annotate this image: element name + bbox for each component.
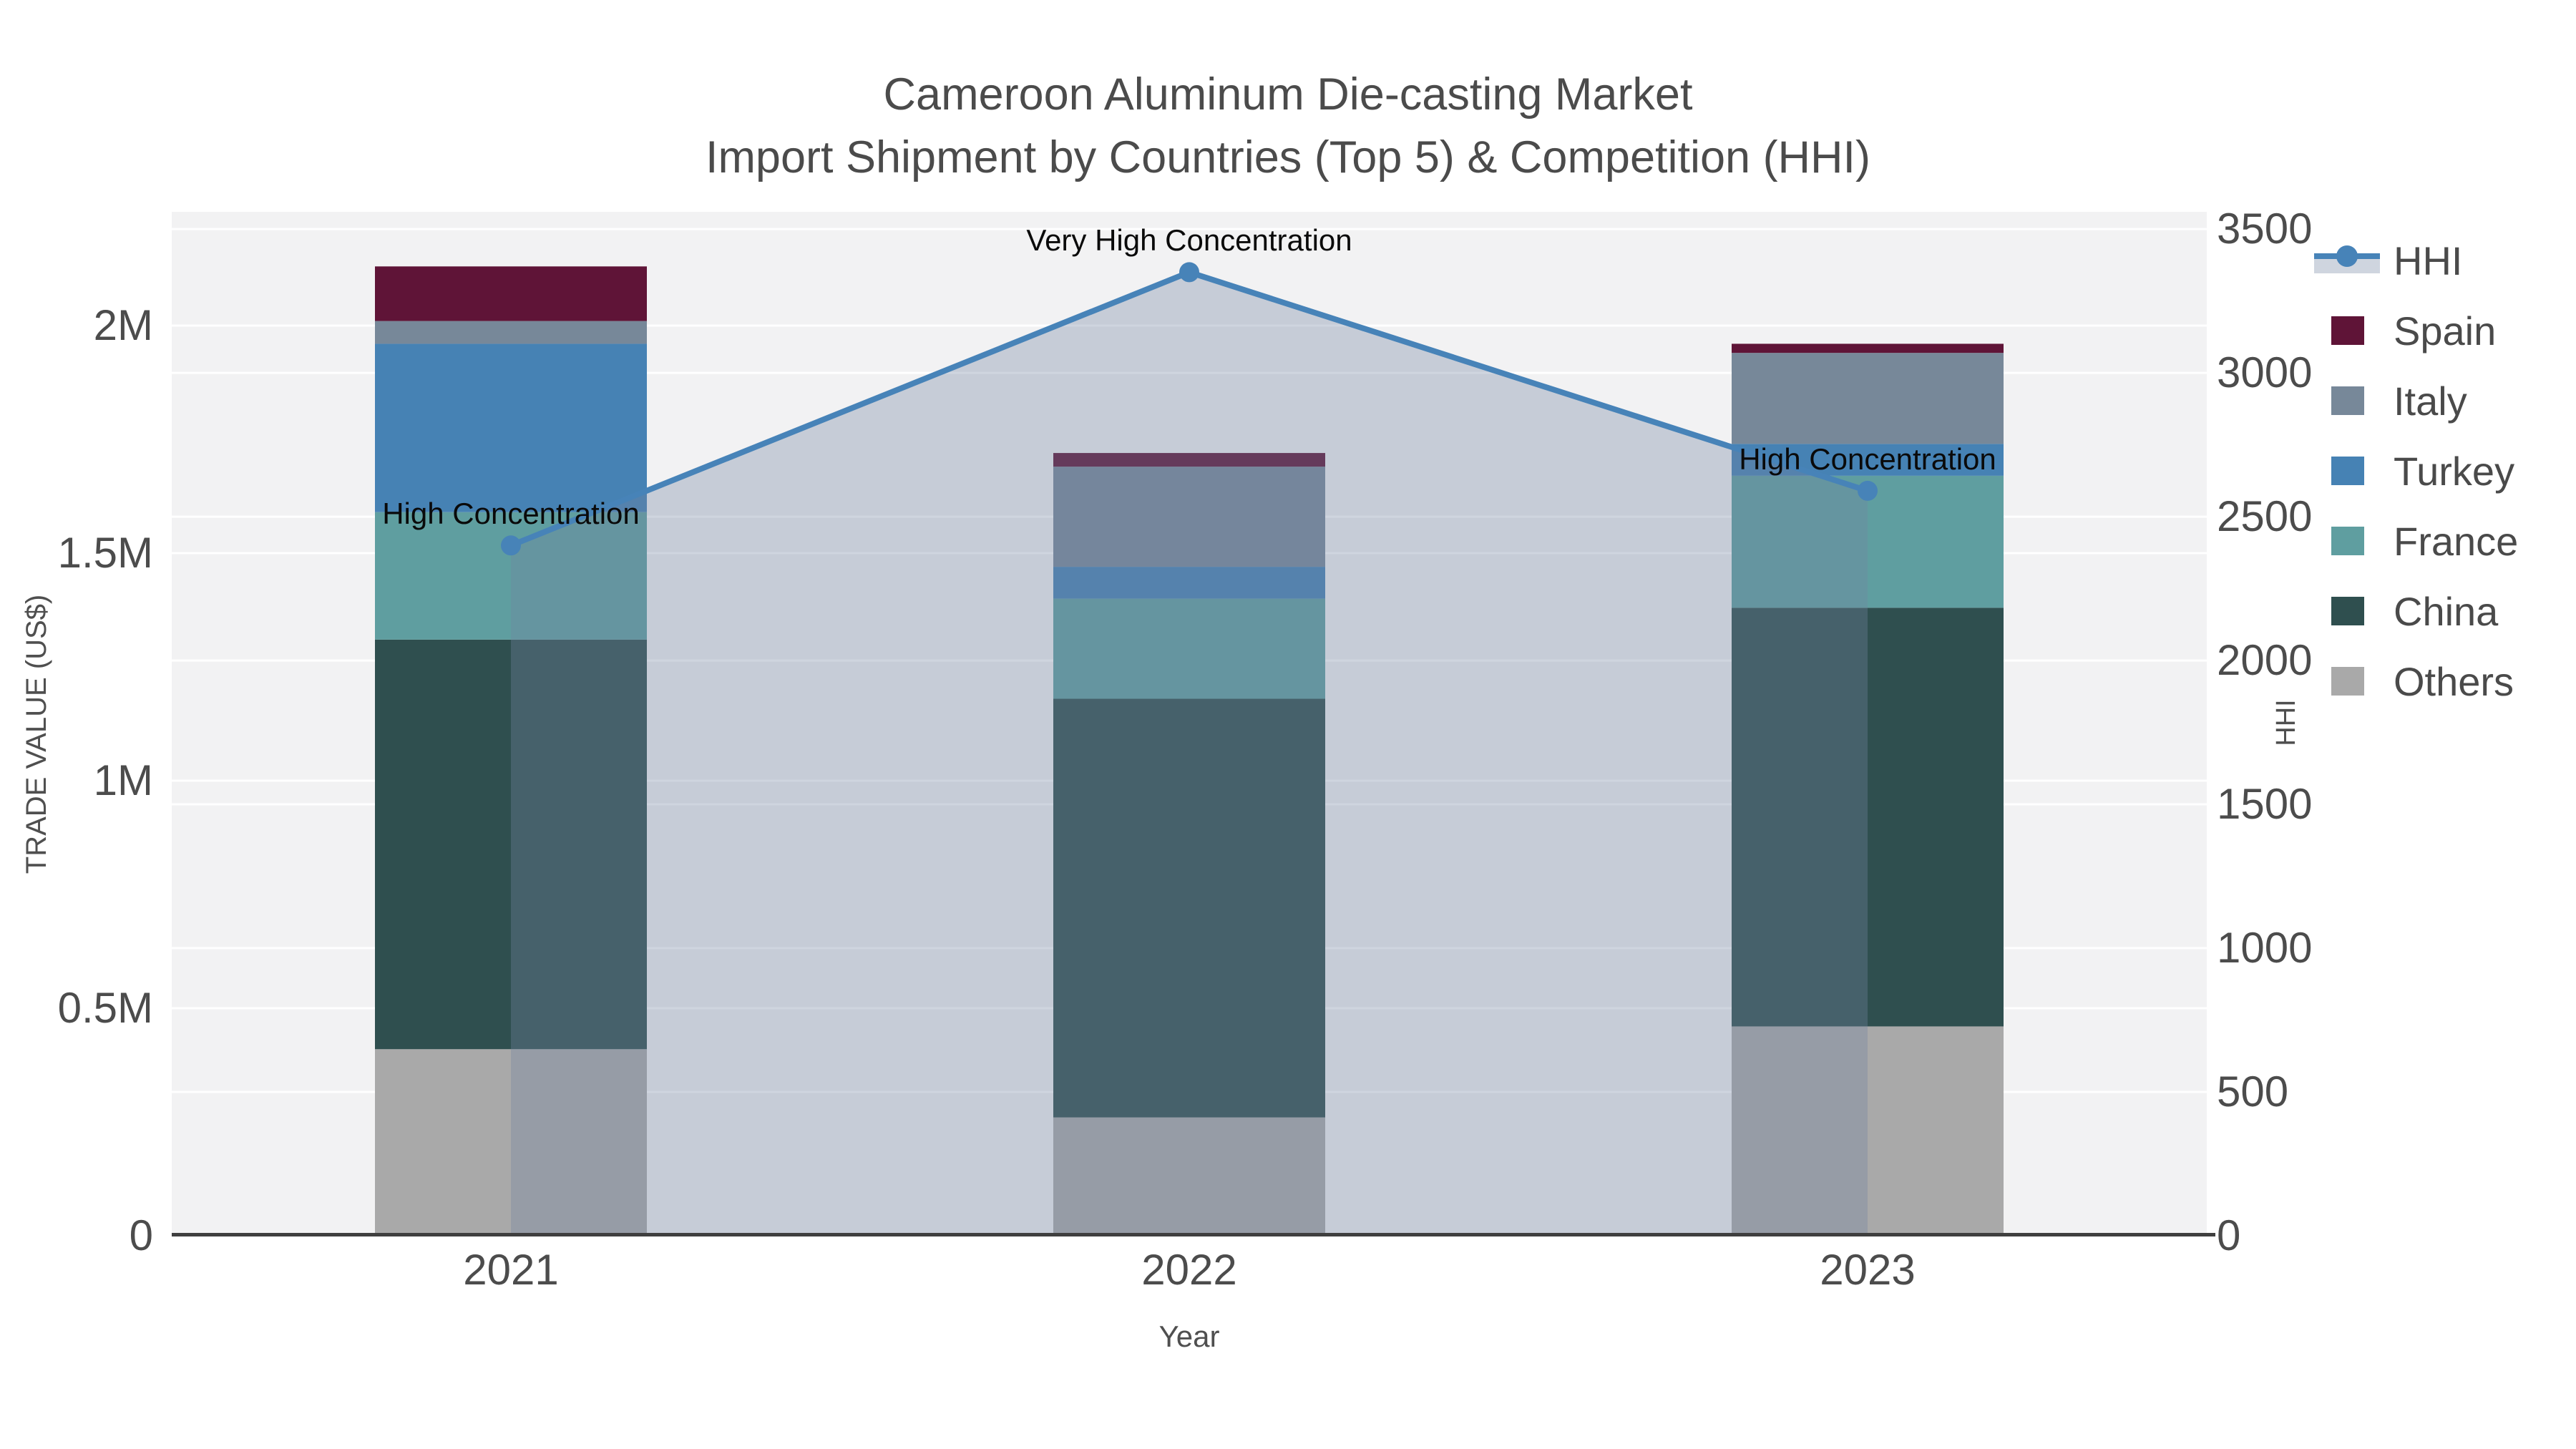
china-swatch-icon [2331, 597, 2364, 625]
italy-swatch-icon [2331, 386, 2364, 415]
bar-segment-italy-2023[interactable] [1732, 353, 2004, 444]
bar-segment-france-2021[interactable] [375, 512, 647, 640]
bar-segment-spain-2022[interactable] [1053, 453, 1325, 467]
legend-label-turkey: Turkey [2394, 448, 2515, 494]
legend-label-hhi: HHI [2394, 238, 2463, 283]
bar-segment-france-2022[interactable] [1053, 598, 1325, 699]
legend-item-italy[interactable]: Italy [2314, 366, 2576, 436]
bar-segment-spain-2023[interactable] [1732, 343, 2004, 353]
left-axis-tick-0: 0 [129, 1211, 153, 1259]
bar-segment-china-2023[interactable] [1732, 608, 2004, 1027]
others-swatch-icon [2331, 667, 2364, 696]
france-swatch-icon [2331, 527, 2364, 555]
bar-segment-italy-2021[interactable] [375, 321, 647, 344]
right-axis-tick-2500: 2500 [2217, 492, 2313, 541]
chart-title: Cameroon Aluminum Die-casting Market Imp… [0, 63, 2576, 189]
hhi-area-fill [511, 272, 1868, 1236]
bar-segment-china-2021[interactable] [375, 639, 647, 1050]
right-axis-tick-0: 0 [2217, 1211, 2241, 1259]
bar-segment-turkey-2021[interactable] [375, 343, 647, 512]
legend-item-china[interactable]: China [2314, 576, 2576, 646]
bar-segment-others-2023[interactable] [1732, 1026, 2004, 1236]
bar-segment-others-2021[interactable] [375, 1049, 647, 1236]
legend-label-italy: Italy [2394, 378, 2467, 424]
left-axis-title: TRADE VALUE (US$) [21, 594, 52, 874]
legend-item-others[interactable]: Others [2314, 646, 2576, 716]
x-axis-tick-2022: 2022 [1141, 1246, 1237, 1294]
right-axis-tick-3500: 3500 [2217, 205, 2313, 253]
right-axis-title: HHI [2271, 699, 2301, 746]
left-axis-tick-1.5M: 1.5M [57, 529, 153, 577]
bar-segment-china-2022[interactable] [1053, 698, 1325, 1118]
hhi-line-swatch-icon [2314, 243, 2380, 278]
bar-segment-others-2022[interactable] [1053, 1117, 1325, 1236]
left-axis-tick-0.5M: 0.5M [57, 984, 153, 1032]
right-axis-tick-2000: 2000 [2217, 636, 2313, 685]
legend: HHI Spain Italy Turkey France China Othe… [2314, 225, 2576, 716]
chart-title-line2: Import Shipment by Countries (Top 5) & C… [705, 132, 1871, 182]
legend-label-spain: Spain [2394, 308, 2497, 353]
right-axis-tick-3000: 3000 [2217, 348, 2313, 397]
legend-label-china: China [2394, 588, 2499, 634]
legend-item-france[interactable]: France [2314, 506, 2576, 576]
x-axis-title: Year [1158, 1319, 1220, 1353]
right-axis-tick-1500: 1500 [2217, 780, 2313, 829]
legend-label-others: Others [2394, 658, 2514, 704]
annotation-1: Very High Concentration [1026, 223, 1352, 258]
hhi-marker-swatch [2336, 245, 2358, 267]
left-axis-tick-2M: 2M [93, 301, 153, 349]
hhi-marker-2021[interactable] [501, 535, 521, 556]
x-axis-line [172, 1233, 2215, 1236]
chart-title-line1: Cameroon Aluminum Die-casting Market [883, 69, 1693, 119]
x-axis-tick-2023: 2023 [1820, 1246, 1916, 1294]
legend-label-france: France [2394, 518, 2519, 564]
legend-item-hhi[interactable]: HHI [2314, 225, 2576, 296]
bar-segment-italy-2022[interactable] [1053, 467, 1325, 567]
x-axis-tick-2021: 2021 [463, 1246, 559, 1294]
legend-item-turkey[interactable]: Turkey [2314, 436, 2576, 506]
left-axis-tick-1M: 1M [93, 756, 153, 804]
annotation-2: High Concentration [1739, 441, 1996, 476]
spain-swatch-icon [2331, 316, 2364, 345]
hhi-marker-2022[interactable] [1179, 262, 1199, 283]
bar-segment-spain-2021[interactable] [375, 266, 647, 321]
annotation-0: High Concentration [382, 497, 640, 531]
legend-item-spain[interactable]: Spain [2314, 296, 2576, 366]
turkey-swatch-icon [2331, 457, 2364, 485]
bar-segment-turkey-2022[interactable] [1053, 567, 1325, 599]
hhi-marker-2023[interactable] [1858, 480, 1878, 501]
right-axis-tick-500: 500 [2217, 1068, 2289, 1116]
right-axis-tick-1000: 1000 [2217, 924, 2313, 972]
